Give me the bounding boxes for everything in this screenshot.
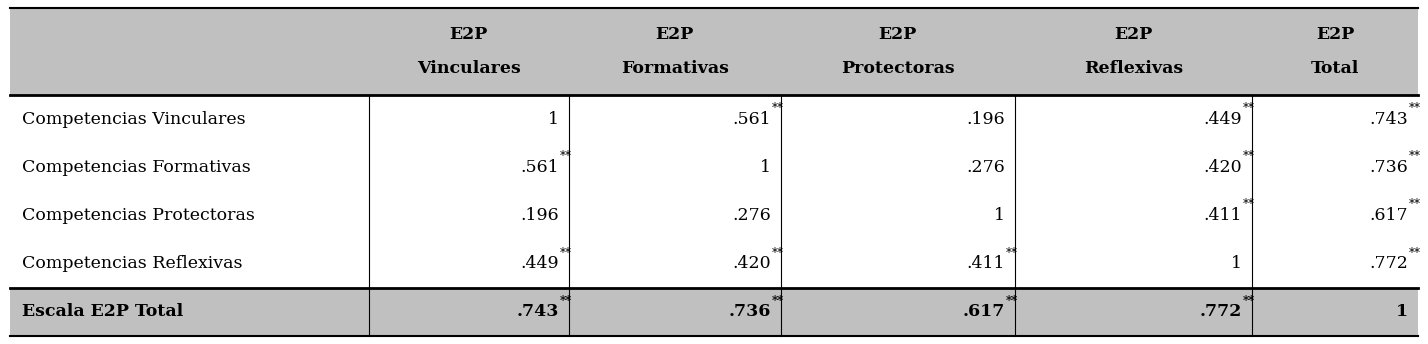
Bar xyxy=(1015,191,1252,239)
Text: E2P: E2P xyxy=(655,25,694,43)
Text: **: ** xyxy=(1242,102,1255,115)
Bar xyxy=(10,288,368,336)
Text: 1: 1 xyxy=(994,207,1005,224)
Text: **: ** xyxy=(1242,198,1255,211)
Text: **: ** xyxy=(1005,295,1018,308)
Text: E2P: E2P xyxy=(450,25,488,43)
Text: .449: .449 xyxy=(520,255,558,272)
Bar xyxy=(368,143,568,191)
Text: .561: .561 xyxy=(520,159,558,176)
Text: E2P: E2P xyxy=(878,25,917,43)
Bar xyxy=(368,95,568,143)
Text: .196: .196 xyxy=(967,110,1005,128)
Bar xyxy=(1252,8,1418,95)
Bar xyxy=(368,191,568,239)
Text: Competencias Protectoras: Competencias Protectoras xyxy=(21,207,254,224)
Text: .196: .196 xyxy=(520,207,558,224)
Text: Escala E2P Total: Escala E2P Total xyxy=(21,303,183,320)
Bar xyxy=(568,95,781,143)
Text: 1: 1 xyxy=(760,159,771,176)
Text: .743: .743 xyxy=(517,303,558,320)
Bar xyxy=(1252,143,1418,191)
Bar xyxy=(1252,191,1418,239)
Text: Competencias Formativas: Competencias Formativas xyxy=(21,159,251,176)
Bar xyxy=(781,95,1015,143)
Text: **: ** xyxy=(1242,150,1255,163)
Bar xyxy=(10,95,368,143)
Bar xyxy=(10,143,368,191)
Text: **: ** xyxy=(771,247,784,260)
Text: .743: .743 xyxy=(1369,110,1408,128)
Text: **: ** xyxy=(560,150,571,163)
Text: .772: .772 xyxy=(1200,303,1242,320)
Bar xyxy=(1015,143,1252,191)
Text: E2P: E2P xyxy=(1315,25,1354,43)
Bar xyxy=(1252,239,1418,288)
Bar xyxy=(10,8,368,95)
Bar xyxy=(781,191,1015,239)
Text: .420: .420 xyxy=(733,255,771,272)
Text: Vinculares: Vinculares xyxy=(417,60,521,77)
Bar xyxy=(781,239,1015,288)
Text: 1: 1 xyxy=(1231,255,1242,272)
Text: .420: .420 xyxy=(1204,159,1242,176)
Text: Formativas: Formativas xyxy=(621,60,728,77)
Bar xyxy=(1015,239,1252,288)
Bar xyxy=(568,239,781,288)
Bar xyxy=(568,143,781,191)
Text: Reflexivas: Reflexivas xyxy=(1084,60,1182,77)
Text: Total: Total xyxy=(1311,60,1359,77)
Bar xyxy=(1015,288,1252,336)
Bar xyxy=(781,8,1015,95)
Bar xyxy=(781,143,1015,191)
Text: .772: .772 xyxy=(1369,255,1408,272)
Bar xyxy=(568,191,781,239)
Text: .736: .736 xyxy=(1369,159,1408,176)
Text: 1: 1 xyxy=(548,110,558,128)
Text: .736: .736 xyxy=(728,303,771,320)
Bar xyxy=(10,239,368,288)
Text: **: ** xyxy=(1409,247,1421,260)
Text: .411: .411 xyxy=(1204,207,1242,224)
Text: .561: .561 xyxy=(733,110,771,128)
Text: .617: .617 xyxy=(962,303,1005,320)
Text: 1: 1 xyxy=(1397,303,1408,320)
Text: E2P: E2P xyxy=(1114,25,1152,43)
Text: **: ** xyxy=(771,102,784,115)
Bar xyxy=(10,191,368,239)
Text: **: ** xyxy=(1242,295,1255,308)
Bar xyxy=(1252,95,1418,143)
Bar xyxy=(568,8,781,95)
Bar xyxy=(781,288,1015,336)
Text: .276: .276 xyxy=(733,207,771,224)
Bar xyxy=(568,288,781,336)
Text: .411: .411 xyxy=(967,255,1005,272)
Text: Protectoras: Protectoras xyxy=(841,60,954,77)
Text: **: ** xyxy=(1409,102,1421,115)
Text: **: ** xyxy=(771,295,784,308)
Bar xyxy=(1252,288,1418,336)
Text: **: ** xyxy=(1409,150,1421,163)
Text: .276: .276 xyxy=(967,159,1005,176)
Text: Competencias Reflexivas: Competencias Reflexivas xyxy=(21,255,243,272)
Bar xyxy=(368,8,568,95)
Bar xyxy=(1015,8,1252,95)
Text: **: ** xyxy=(560,247,571,260)
Text: **: ** xyxy=(1005,247,1018,260)
Bar xyxy=(368,239,568,288)
Text: .449: .449 xyxy=(1204,110,1242,128)
Text: Competencias Vinculares: Competencias Vinculares xyxy=(21,110,246,128)
Bar xyxy=(1015,95,1252,143)
Text: **: ** xyxy=(560,295,573,308)
Bar xyxy=(368,288,568,336)
Text: **: ** xyxy=(1409,198,1421,211)
Text: .617: .617 xyxy=(1369,207,1408,224)
